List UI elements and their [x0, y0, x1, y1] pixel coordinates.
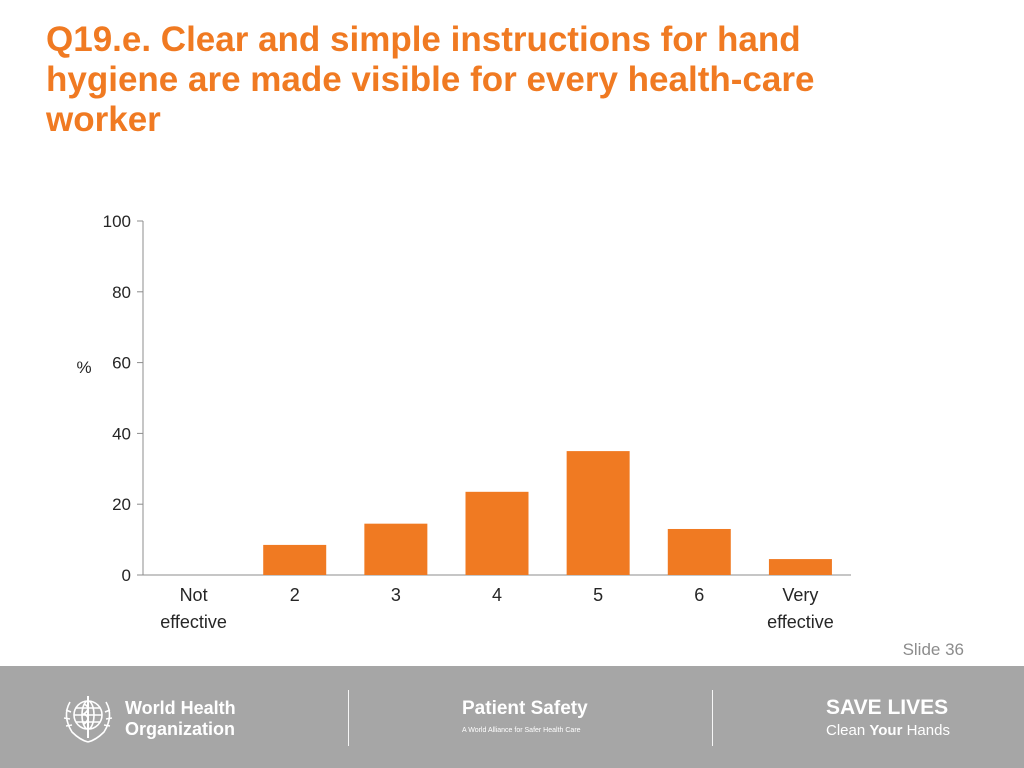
x-tick-label: 5: [593, 585, 603, 605]
footer-divider: [348, 690, 349, 746]
y-tick-label: 60: [112, 354, 131, 373]
slide-title: Q19.e. Clear and simple instructions for…: [46, 20, 986, 140]
x-tick-label-line: 4: [492, 585, 502, 605]
x-tick-label: 2: [290, 585, 300, 605]
y-axis-label: %: [76, 358, 91, 377]
campaign-subtitle-part: Clean: [826, 722, 870, 739]
x-tick-label-line: effective: [160, 612, 227, 632]
bar: [465, 491, 529, 575]
who-name-line2: Organization: [125, 719, 236, 739]
slide-number: Slide 36: [902, 640, 964, 659]
bar: [566, 451, 630, 575]
x-tick-label: 4: [492, 585, 502, 605]
x-tick-label-line: 6: [694, 585, 704, 605]
x-tick-label: 3: [391, 585, 401, 605]
campaign-subtitle-part: Hands: [902, 722, 950, 739]
campaign-title: SAVE LIVES: [826, 696, 949, 719]
y-tick-label: 40: [112, 424, 131, 443]
bar-chart: 0 20 40 60 80 100% Not effective 2 3 4 5 6 Very effect…: [76, 212, 851, 632]
x-tick-label-line: 2: [290, 585, 300, 605]
y-tick-label: 100: [103, 212, 131, 231]
bar: [263, 544, 327, 575]
title-line: Q19.e. Clear and simple instructions for…: [46, 20, 801, 59]
x-tick-label: 6: [694, 585, 704, 605]
who-emblem-icon: [63, 696, 113, 743]
patient-safety-title: Patient Safety: [462, 698, 588, 719]
footer-bar: World Health Organization Patient Safety…: [0, 666, 1024, 768]
who-name: World Health Organization: [125, 698, 236, 740]
x-tick-label-line: 5: [593, 585, 603, 605]
footer-divider: [712, 690, 713, 746]
x-tick-label-line: Very: [782, 585, 818, 605]
x-tick-label-line: 3: [391, 585, 401, 605]
y-tick-label: 80: [112, 283, 131, 302]
x-tick-label: Not effective: [160, 585, 227, 632]
campaign-subtitle: Clean Your Hands: [826, 722, 950, 739]
x-tick-label: Very effective: [767, 585, 834, 632]
x-tick-label-line: effective: [767, 612, 834, 632]
bar: [364, 523, 428, 575]
title-line: worker: [46, 100, 161, 139]
bar: [768, 559, 832, 575]
campaign-subtitle-bold: Your: [869, 722, 903, 739]
title-line: hygiene are made visible for every healt…: [46, 60, 815, 99]
y-tick-label: 0: [122, 566, 131, 585]
patient-safety-subtitle: A World Alliance for Safer Health Care: [462, 727, 581, 734]
bar: [667, 528, 731, 575]
y-tick-label: 20: [112, 495, 131, 514]
x-tick-label-line: Not: [180, 585, 208, 605]
who-name-line1: World Health: [125, 698, 236, 718]
